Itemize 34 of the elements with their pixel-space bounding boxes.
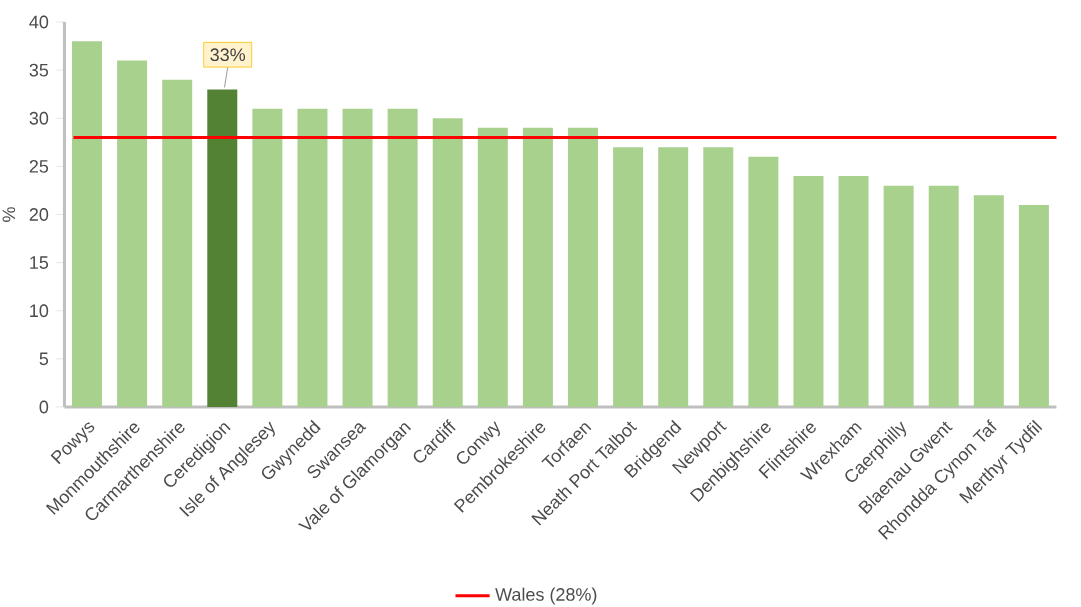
annotation: 33% [210,48,246,62]
bar [162,79,193,407]
legend-label: Wales (28%) [495,587,597,605]
y-tick-label: 10 [30,304,49,318]
bar [117,60,148,407]
bar [568,127,599,407]
y-tick-label: 15 [30,256,49,269]
y-tick-label: 40 [29,15,49,29]
bar [342,108,373,407]
bar [613,147,644,407]
bar [838,176,869,407]
y-tick-label: 35 [29,63,49,77]
bar [748,156,779,407]
bar [207,89,238,407]
bar [297,108,328,407]
bar [883,185,914,407]
y-tick-label: 30 [29,111,49,125]
bar [477,127,508,407]
y-tick-label: 0 [39,400,49,414]
bar [72,41,102,407]
bar [793,176,824,407]
bar [252,108,283,407]
bar [928,185,959,407]
y-tick-label: 5 [39,352,49,366]
bar [387,108,418,407]
bar [703,147,734,407]
bar [432,118,463,407]
y-axis-title: % [2,207,16,222]
y-tick-label: 25 [29,160,49,173]
bar [973,195,1004,407]
y-tick-label: 20 [29,208,49,221]
bar [522,127,553,407]
bar [1018,204,1049,407]
bar [658,147,689,407]
